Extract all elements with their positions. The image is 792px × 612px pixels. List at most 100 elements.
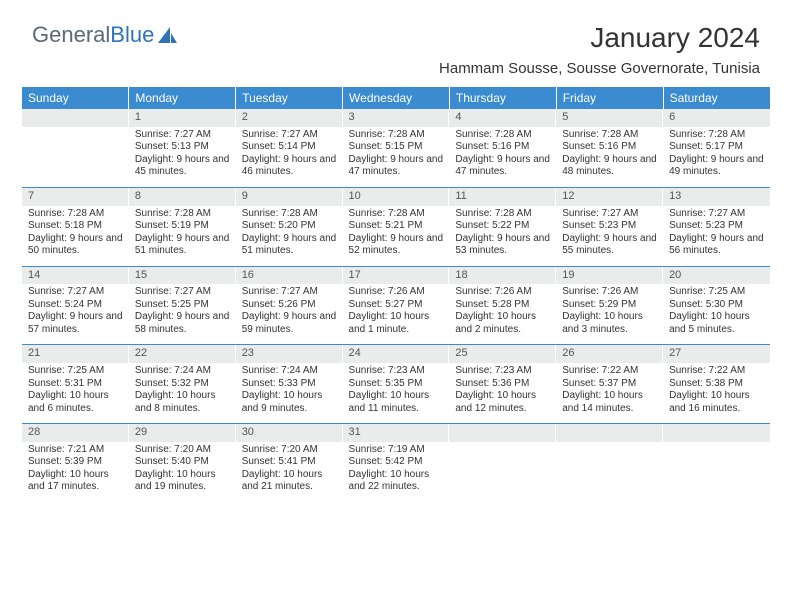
sunset-line: Sunset: 5:36 PM (455, 378, 550, 391)
sunrise-line: Sunrise: 7:27 AM (242, 286, 337, 299)
calendar-day-cell: 10Sunrise: 7:28 AMSunset: 5:21 PMDayligh… (343, 187, 450, 266)
day-body: Sunrise: 7:28 AMSunset: 5:15 PMDaylight:… (343, 127, 450, 187)
sunset-line: Sunset: 5:27 PM (349, 299, 444, 312)
daylight-line: Daylight: 10 hours and 11 minutes. (349, 390, 444, 415)
calendar-week-row: 7Sunrise: 7:28 AMSunset: 5:18 PMDaylight… (22, 187, 770, 266)
calendar-day-cell: 24Sunrise: 7:23 AMSunset: 5:35 PMDayligh… (343, 345, 450, 424)
daylight-line: Daylight: 9 hours and 56 minutes. (669, 233, 764, 258)
day-number: 26 (556, 345, 663, 363)
day-body: Sunrise: 7:28 AMSunset: 5:18 PMDaylight:… (22, 206, 129, 266)
day-number: 17 (343, 267, 450, 285)
calendar-day-cell: 25Sunrise: 7:23 AMSunset: 5:36 PMDayligh… (449, 345, 556, 424)
day-number: 29 (129, 424, 236, 442)
day-header: Monday (129, 87, 236, 109)
sunrise-line: Sunrise: 7:27 AM (135, 286, 230, 299)
day-body (556, 442, 663, 498)
calendar-day-cell: . (22, 109, 129, 187)
day-body: Sunrise: 7:25 AMSunset: 5:31 PMDaylight:… (22, 363, 129, 423)
sunset-line: Sunset: 5:22 PM (455, 220, 550, 233)
sunset-line: Sunset: 5:25 PM (135, 299, 230, 312)
calendar-day-cell: 15Sunrise: 7:27 AMSunset: 5:25 PMDayligh… (129, 266, 236, 345)
sunset-line: Sunset: 5:29 PM (562, 299, 657, 312)
sunrise-line: Sunrise: 7:26 AM (562, 286, 657, 299)
day-number: 15 (129, 267, 236, 285)
day-number: 16 (236, 267, 343, 285)
daylight-line: Daylight: 10 hours and 14 minutes. (562, 390, 657, 415)
day-number: 25 (449, 345, 556, 363)
sunrise-line: Sunrise: 7:27 AM (28, 286, 123, 299)
sunrise-line: Sunrise: 7:23 AM (349, 365, 444, 378)
daylight-line: Daylight: 9 hours and 52 minutes. (349, 233, 444, 258)
day-number: 7 (22, 188, 129, 206)
day-body: Sunrise: 7:28 AMSunset: 5:16 PMDaylight:… (449, 127, 556, 187)
sunrise-line: Sunrise: 7:28 AM (455, 208, 550, 221)
daylight-line: Daylight: 9 hours and 48 minutes. (562, 154, 657, 179)
day-body: Sunrise: 7:28 AMSunset: 5:19 PMDaylight:… (129, 206, 236, 266)
sunrise-line: Sunrise: 7:28 AM (135, 208, 230, 221)
sunset-line: Sunset: 5:30 PM (669, 299, 764, 312)
day-number: 28 (22, 424, 129, 442)
day-body: Sunrise: 7:27 AMSunset: 5:25 PMDaylight:… (129, 284, 236, 344)
calendar-week-row: 14Sunrise: 7:27 AMSunset: 5:24 PMDayligh… (22, 266, 770, 345)
daylight-line: Daylight: 10 hours and 6 minutes. (28, 390, 123, 415)
sunrise-line: Sunrise: 7:22 AM (562, 365, 657, 378)
sunset-line: Sunset: 5:40 PM (135, 456, 230, 469)
day-body (22, 127, 129, 183)
sunset-line: Sunset: 5:37 PM (562, 378, 657, 391)
day-number: 22 (129, 345, 236, 363)
daylight-line: Daylight: 10 hours and 16 minutes. (669, 390, 764, 415)
daylight-line: Daylight: 9 hours and 58 minutes. (135, 311, 230, 336)
day-body (449, 442, 556, 498)
day-number: . (663, 424, 770, 442)
calendar-header-row: SundayMondayTuesdayWednesdayThursdayFrid… (22, 87, 770, 109)
sunset-line: Sunset: 5:15 PM (349, 141, 444, 154)
header: GeneralBlue January 2024 Hammam Sousse, … (0, 0, 792, 87)
calendar-table: SundayMondayTuesdayWednesdayThursdayFrid… (22, 87, 770, 502)
daylight-line: Daylight: 9 hours and 55 minutes. (562, 233, 657, 258)
daylight-line: Daylight: 10 hours and 9 minutes. (242, 390, 337, 415)
day-number: 31 (343, 424, 450, 442)
calendar-day-cell: . (556, 424, 663, 502)
day-number: 12 (556, 188, 663, 206)
day-number: 30 (236, 424, 343, 442)
sunset-line: Sunset: 5:23 PM (669, 220, 764, 233)
calendar-day-cell: 1Sunrise: 7:27 AMSunset: 5:13 PMDaylight… (129, 109, 236, 187)
day-body: Sunrise: 7:24 AMSunset: 5:33 PMDaylight:… (236, 363, 343, 423)
sunrise-line: Sunrise: 7:23 AM (455, 365, 550, 378)
day-body: Sunrise: 7:26 AMSunset: 5:29 PMDaylight:… (556, 284, 663, 344)
day-number: 8 (129, 188, 236, 206)
calendar-day-cell: 2Sunrise: 7:27 AMSunset: 5:14 PMDaylight… (236, 109, 343, 187)
day-body: Sunrise: 7:24 AMSunset: 5:32 PMDaylight:… (129, 363, 236, 423)
day-number: 20 (663, 267, 770, 285)
day-number: 5 (556, 109, 663, 127)
day-body: Sunrise: 7:27 AMSunset: 5:14 PMDaylight:… (236, 127, 343, 187)
sunrise-line: Sunrise: 7:25 AM (28, 365, 123, 378)
daylight-line: Daylight: 10 hours and 5 minutes. (669, 311, 764, 336)
day-body: Sunrise: 7:23 AMSunset: 5:35 PMDaylight:… (343, 363, 450, 423)
calendar-day-cell: 4Sunrise: 7:28 AMSunset: 5:16 PMDaylight… (449, 109, 556, 187)
daylight-line: Daylight: 10 hours and 21 minutes. (242, 469, 337, 494)
sunrise-line: Sunrise: 7:28 AM (669, 129, 764, 142)
day-body: Sunrise: 7:19 AMSunset: 5:42 PMDaylight:… (343, 442, 450, 502)
day-body: Sunrise: 7:27 AMSunset: 5:26 PMDaylight:… (236, 284, 343, 344)
location: Hammam Sousse, Sousse Governorate, Tunis… (439, 60, 760, 77)
sunrise-line: Sunrise: 7:27 AM (242, 129, 337, 142)
calendar-day-cell: 3Sunrise: 7:28 AMSunset: 5:15 PMDaylight… (343, 109, 450, 187)
day-number: . (556, 424, 663, 442)
logo-sail-icon (156, 25, 178, 45)
calendar-day-cell: 14Sunrise: 7:27 AMSunset: 5:24 PMDayligh… (22, 266, 129, 345)
calendar-day-cell: 8Sunrise: 7:28 AMSunset: 5:19 PMDaylight… (129, 187, 236, 266)
sunset-line: Sunset: 5:13 PM (135, 141, 230, 154)
daylight-line: Daylight: 10 hours and 2 minutes. (455, 311, 550, 336)
title-block: January 2024 Hammam Sousse, Sousse Gover… (439, 22, 760, 83)
sunset-line: Sunset: 5:21 PM (349, 220, 444, 233)
day-body: Sunrise: 7:27 AMSunset: 5:23 PMDaylight:… (663, 206, 770, 266)
calendar-day-cell: 12Sunrise: 7:27 AMSunset: 5:23 PMDayligh… (556, 187, 663, 266)
sunrise-line: Sunrise: 7:28 AM (242, 208, 337, 221)
sunset-line: Sunset: 5:23 PM (562, 220, 657, 233)
sunrise-line: Sunrise: 7:24 AM (242, 365, 337, 378)
sunset-line: Sunset: 5:26 PM (242, 299, 337, 312)
daylight-line: Daylight: 10 hours and 17 minutes. (28, 469, 123, 494)
calendar-day-cell: 28Sunrise: 7:21 AMSunset: 5:39 PMDayligh… (22, 424, 129, 502)
day-body: Sunrise: 7:28 AMSunset: 5:22 PMDaylight:… (449, 206, 556, 266)
